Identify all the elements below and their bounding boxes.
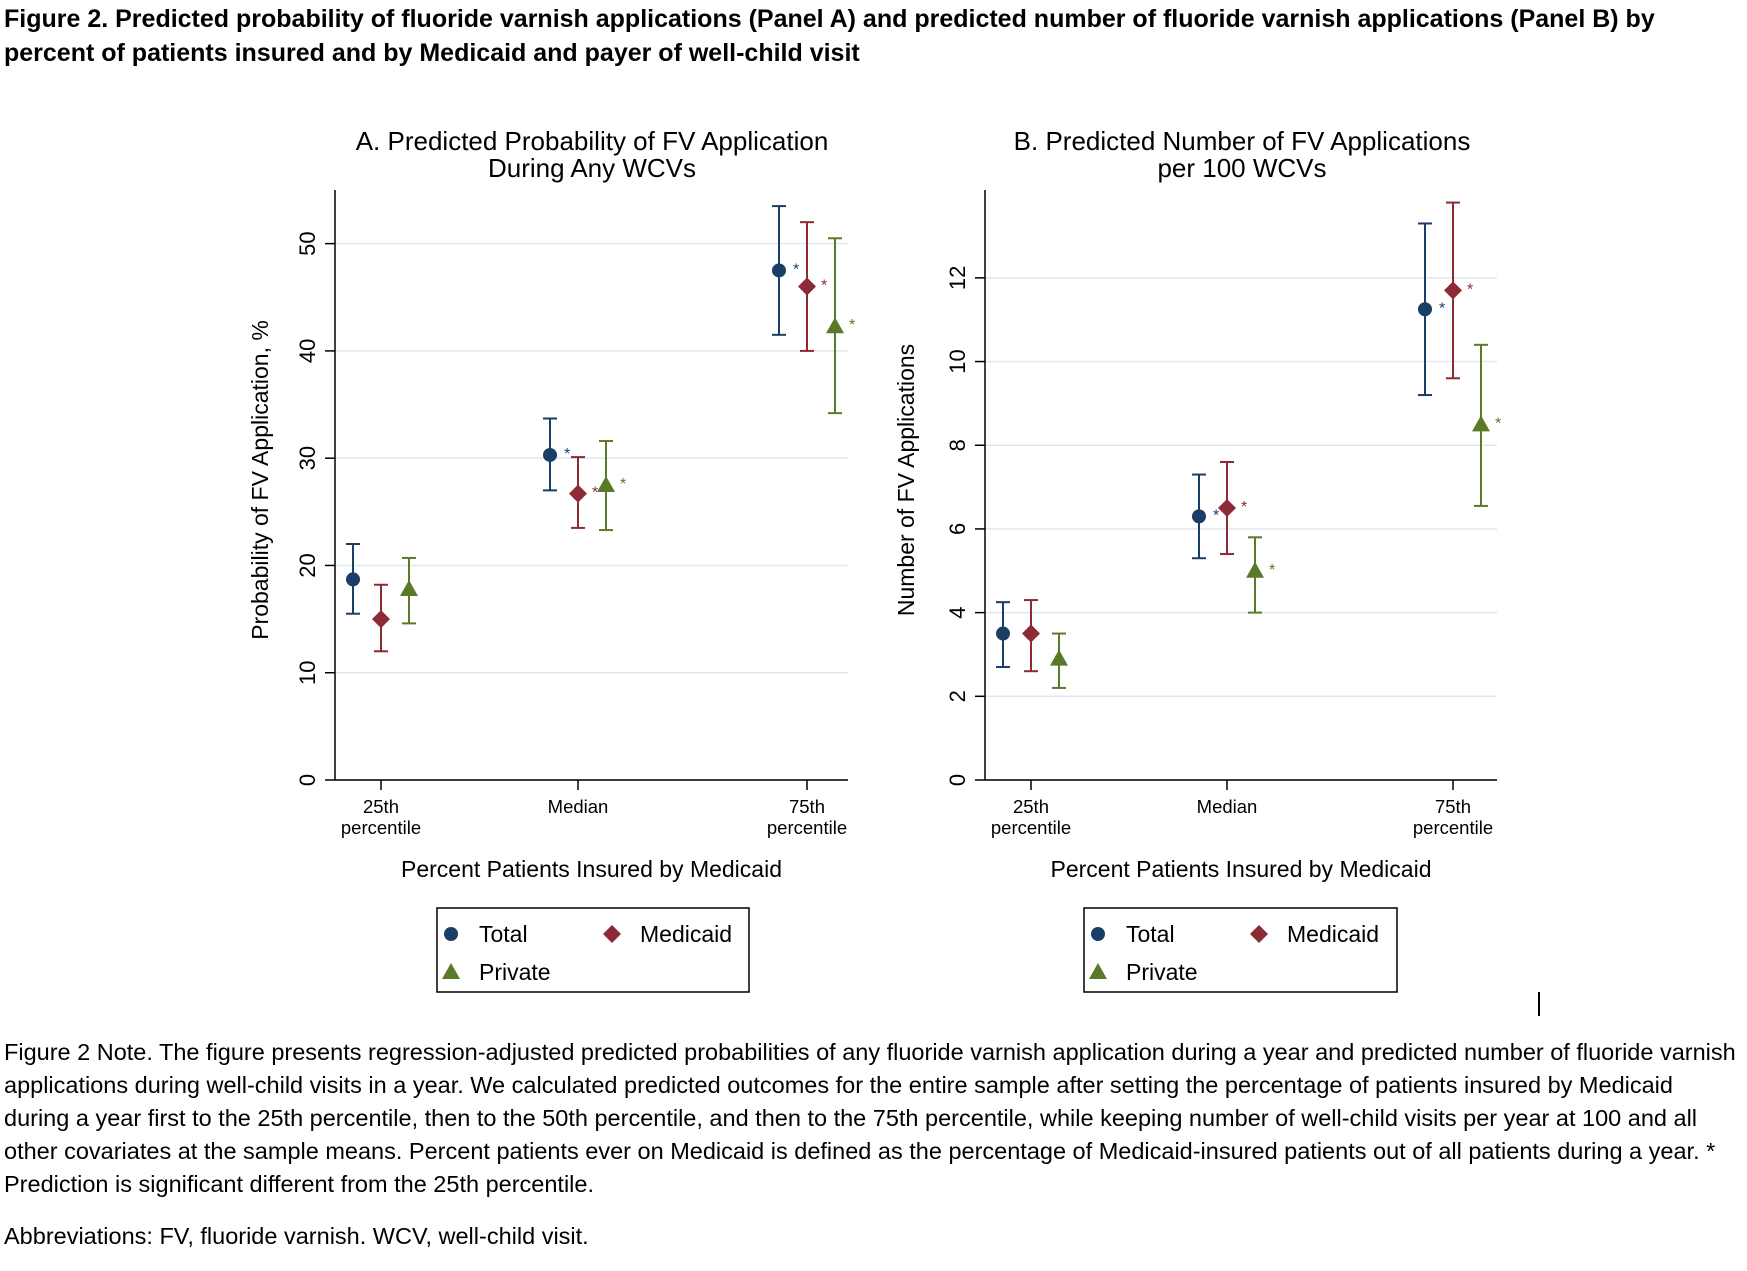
chart-title-line: per 100 WCVs <box>1157 153 1326 183</box>
figure-note: Figure 2 Note. The figure presents regre… <box>4 1039 1736 1197</box>
x-tick-label: Median <box>1197 796 1258 817</box>
x-tick-label: percentile <box>341 817 421 838</box>
y-axis-title: Probability of FV Application, % <box>247 320 273 640</box>
x-tick-label: Median <box>548 796 609 817</box>
legend-label-total: Total <box>479 921 528 947</box>
significance-marker: * <box>793 261 799 278</box>
y-axis-title: Number of FV Applications <box>893 344 919 616</box>
x-axis-title: Percent Patients Insured by Medicaid <box>1051 856 1432 882</box>
data-point-circle <box>996 626 1010 641</box>
significance-marker: * <box>1241 499 1247 516</box>
y-tick-label: 0 <box>945 774 970 786</box>
legend-label-private: Private <box>1126 959 1198 985</box>
chart-title-line: B. Predicted Number of FV Applications <box>1014 126 1471 156</box>
series-total: ** <box>996 222 1445 669</box>
legend-label-medicaid: Medicaid <box>1287 921 1379 947</box>
figure-title: Figure 2. Predicted probability of fluor… <box>4 5 1655 67</box>
data-point-triangle <box>1472 415 1490 432</box>
y-tick-label: 0 <box>295 774 320 786</box>
chart-panel-a: A. Predicted Probability of FV Applicati… <box>247 126 855 993</box>
chart-title-line: During Any WCVs <box>488 153 696 183</box>
significance-marker: * <box>1467 281 1473 298</box>
series-private: ** <box>1050 343 1501 689</box>
legend-box <box>1083 907 1398 993</box>
y-tick-label: 20 <box>295 553 320 577</box>
legend-marker-private <box>1089 963 1107 979</box>
significance-marker: * <box>592 485 598 502</box>
series-medicaid: ** <box>1022 201 1473 673</box>
data-point-triangle <box>1246 561 1264 578</box>
legend-marker-medicaid <box>1250 925 1268 943</box>
significance-marker: * <box>821 278 827 295</box>
y-tick-label: 2 <box>945 690 970 702</box>
data-point-circle <box>543 447 557 462</box>
significance-marker: * <box>1269 562 1275 579</box>
data-point-triangle <box>597 476 615 492</box>
y-tick-label: 10 <box>945 349 970 373</box>
series-private: ** <box>400 237 855 625</box>
legend: Total Medicaid Private <box>1083 907 1398 993</box>
data-point-triangle <box>1050 649 1068 666</box>
x-tick-label: 25th <box>363 796 399 817</box>
data-point-diamond <box>569 484 587 503</box>
legend-label-private: Private <box>479 959 551 985</box>
significance-marker: * <box>1495 415 1501 432</box>
data-point-circle <box>346 572 360 587</box>
figure-abbreviations: Abbreviations: FV, fluoride varnish. WCV… <box>4 1223 589 1249</box>
x-tick-label: percentile <box>1413 817 1493 838</box>
x-axis-title: Percent Patients Insured by Medicaid <box>401 856 782 882</box>
data-point-circle <box>1192 509 1206 524</box>
y-tick-label: 10 <box>295 660 320 684</box>
x-tick-label: percentile <box>991 817 1071 838</box>
legend-marker-medicaid <box>603 925 621 943</box>
y-tick-label: 30 <box>295 446 320 470</box>
data-point-diamond <box>798 277 816 296</box>
legend-box <box>436 907 750 993</box>
significance-marker: * <box>564 446 570 463</box>
data-point-diamond <box>1444 281 1462 300</box>
data-point-diamond <box>372 610 390 629</box>
y-tick-label: 12 <box>945 266 970 290</box>
legend: Total Medicaid Private <box>436 907 750 993</box>
chart-title-line: A. Predicted Probability of FV Applicati… <box>356 126 829 156</box>
legend-label-medicaid: Medicaid <box>640 921 732 947</box>
significance-marker: * <box>849 317 855 334</box>
significance-marker: * <box>620 476 626 493</box>
data-point-triangle <box>826 317 844 334</box>
data-point-circle <box>772 263 786 278</box>
series-total: ** <box>346 205 799 615</box>
legend-marker-total <box>444 927 458 941</box>
series-medicaid: ** <box>372 221 827 653</box>
x-tick-label: 75th <box>1435 796 1471 817</box>
x-tick-label: 25th <box>1013 796 1049 817</box>
legend-marker-total <box>1091 927 1105 941</box>
data-point-diamond <box>1218 499 1236 518</box>
text-cursor-mark <box>1538 992 1540 1016</box>
x-tick-label: 75th <box>789 796 825 817</box>
x-tick-label: percentile <box>767 817 847 838</box>
y-tick-label: 50 <box>295 231 320 255</box>
significance-marker: * <box>1439 300 1445 317</box>
data-point-diamond <box>1022 624 1040 643</box>
data-point-circle <box>1418 302 1432 317</box>
y-tick-label: 40 <box>295 339 320 363</box>
y-tick-label: 6 <box>945 523 970 535</box>
chart-panel-b: B. Predicted Number of FV Applicationspe… <box>893 126 1501 993</box>
legend-label-total: Total <box>1126 921 1175 947</box>
significance-marker: * <box>1213 507 1219 524</box>
y-tick-label: 4 <box>945 606 970 618</box>
data-point-triangle <box>400 580 418 597</box>
charts-canvas: A. Predicted Probability of FV Applicati… <box>247 126 1501 993</box>
legend-marker-private <box>442 963 460 979</box>
y-tick-label: 8 <box>945 439 970 451</box>
